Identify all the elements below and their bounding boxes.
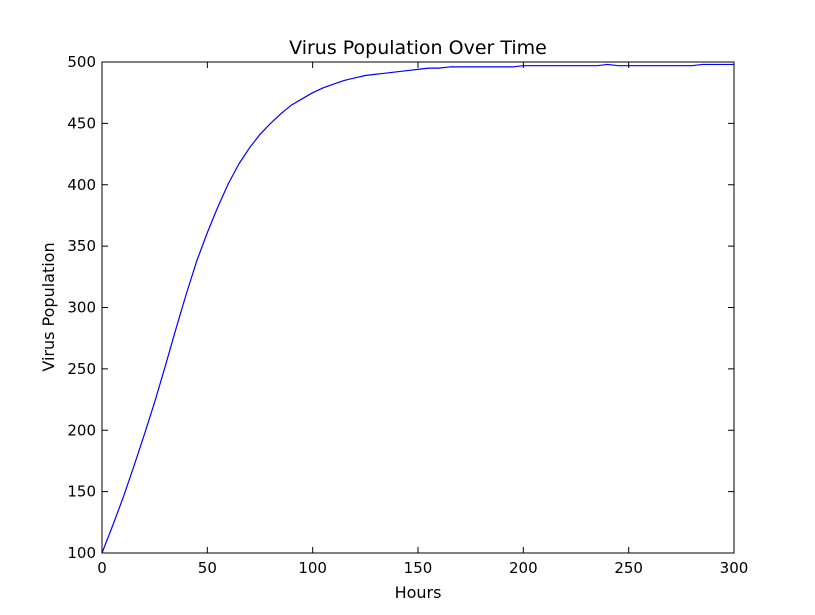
x-tick-label: 200 [509, 559, 538, 577]
y-tick-label: 300 [67, 299, 96, 317]
x-tick-label: 0 [97, 559, 107, 577]
x-tick-label: 50 [198, 559, 217, 577]
x-axis-label: Hours [395, 583, 442, 602]
y-axis-label: Virus Population [39, 242, 58, 371]
y-tick-label: 100 [67, 544, 96, 562]
y-tick-label: 200 [67, 421, 96, 439]
x-tick-label: 100 [298, 559, 327, 577]
x-tick-label: 250 [614, 559, 643, 577]
y-tick-label: 400 [67, 176, 96, 194]
y-tick-label: 500 [67, 53, 96, 71]
chart-title: Virus Population Over Time [289, 37, 547, 59]
y-tick-label: 350 [67, 237, 96, 255]
y-tick-label: 450 [67, 114, 96, 132]
y-tick-label: 250 [67, 360, 96, 378]
series-line-0 [101, 63, 734, 554]
plot-area: 0 50 100 150 200 250 300 100 150 200 250 300 350 400 4… [67, 53, 748, 577]
y-tick-label: 150 [67, 483, 96, 501]
plot-frame [101, 61, 735, 554]
x-tick-label: 150 [404, 559, 433, 577]
x-tick-label: 300 [720, 559, 749, 577]
